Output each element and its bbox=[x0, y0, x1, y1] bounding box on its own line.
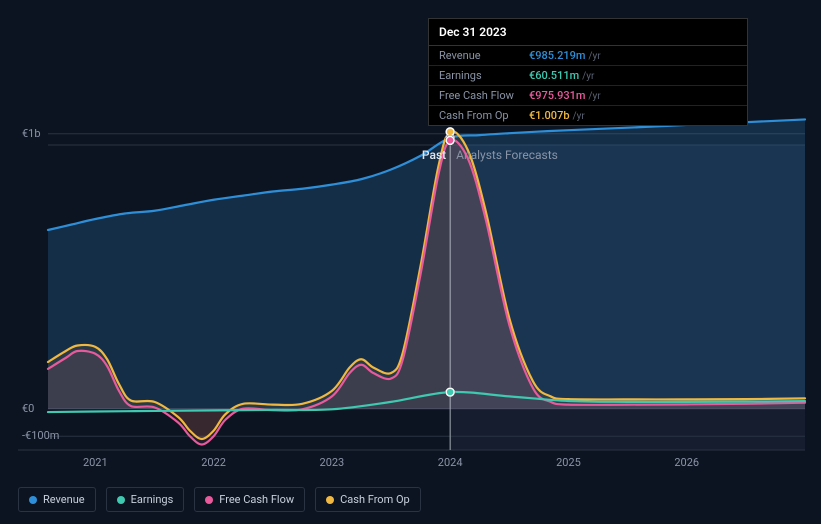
legend-item-label: Earnings bbox=[131, 493, 174, 506]
legend-item-cash_from_op[interactable]: Cash From Op bbox=[315, 487, 421, 512]
legend-item-earnings[interactable]: Earnings bbox=[106, 487, 185, 512]
x-axis-label: 2024 bbox=[438, 456, 463, 469]
y-axis-label: €0 bbox=[22, 402, 34, 415]
y-axis-label: €1b bbox=[22, 127, 41, 140]
tooltip-row-label: Cash From Op bbox=[439, 109, 529, 122]
tooltip-row: Free Cash Flow€975.931m/yr bbox=[429, 86, 747, 106]
tooltip-row-label: Earnings bbox=[439, 69, 529, 82]
tooltip-row-value: €1.007b bbox=[529, 109, 570, 122]
legend-dot-icon bbox=[326, 496, 334, 504]
tooltip-row-label: Revenue bbox=[439, 49, 529, 62]
legend-item-revenue[interactable]: Revenue bbox=[18, 487, 96, 512]
tooltip-row-value: €985.219m bbox=[529, 49, 585, 62]
tooltip-row-unit: /yr bbox=[582, 71, 594, 82]
hover-tooltip: Dec 31 2023 Revenue€985.219m/yrEarnings€… bbox=[428, 18, 748, 126]
tooltip-row-value: €975.931m bbox=[529, 89, 585, 102]
tooltip-row: Cash From Op€1.007b/yr bbox=[429, 106, 747, 125]
tooltip-row-label: Free Cash Flow bbox=[439, 89, 529, 102]
legend-item-fcf[interactable]: Free Cash Flow bbox=[194, 487, 305, 512]
legend-dot-icon bbox=[29, 496, 37, 504]
tooltip-date: Dec 31 2023 bbox=[429, 19, 747, 46]
x-axis-label: 2025 bbox=[556, 456, 581, 469]
y-axis-label: -€100m bbox=[22, 429, 59, 442]
tooltip-row-unit: /yr bbox=[588, 51, 600, 62]
legend-dot-icon bbox=[205, 496, 213, 504]
legend-item-label: Free Cash Flow bbox=[219, 493, 294, 506]
earnings-revenue-chart: €1b €0 -€100m 2021 2022 2023 2024 2025 2026 Pas… bbox=[0, 0, 821, 524]
tooltip-row: Earnings€60.511m/yr bbox=[429, 66, 747, 86]
legend-item-label: Cash From Op bbox=[340, 493, 410, 506]
tooltip-row-value: €60.511m bbox=[529, 69, 579, 82]
tooltip-row-unit: /yr bbox=[588, 91, 600, 102]
forecast-section-label: Analysts Forecasts bbox=[456, 148, 558, 162]
tooltip-row: Revenue€985.219m/yr bbox=[429, 46, 747, 66]
x-axis-label: 2022 bbox=[201, 456, 226, 469]
legend: Revenue Earnings Free Cash Flow Cash From O… bbox=[18, 487, 421, 512]
tooltip-row-unit: /yr bbox=[573, 111, 585, 122]
x-axis-label: 2026 bbox=[674, 456, 699, 469]
legend-item-label: Revenue bbox=[43, 493, 85, 506]
legend-dot-icon bbox=[117, 496, 125, 504]
x-axis-label: 2023 bbox=[320, 456, 345, 469]
past-section-label: Past bbox=[422, 148, 446, 162]
x-axis-label: 2021 bbox=[83, 456, 108, 469]
